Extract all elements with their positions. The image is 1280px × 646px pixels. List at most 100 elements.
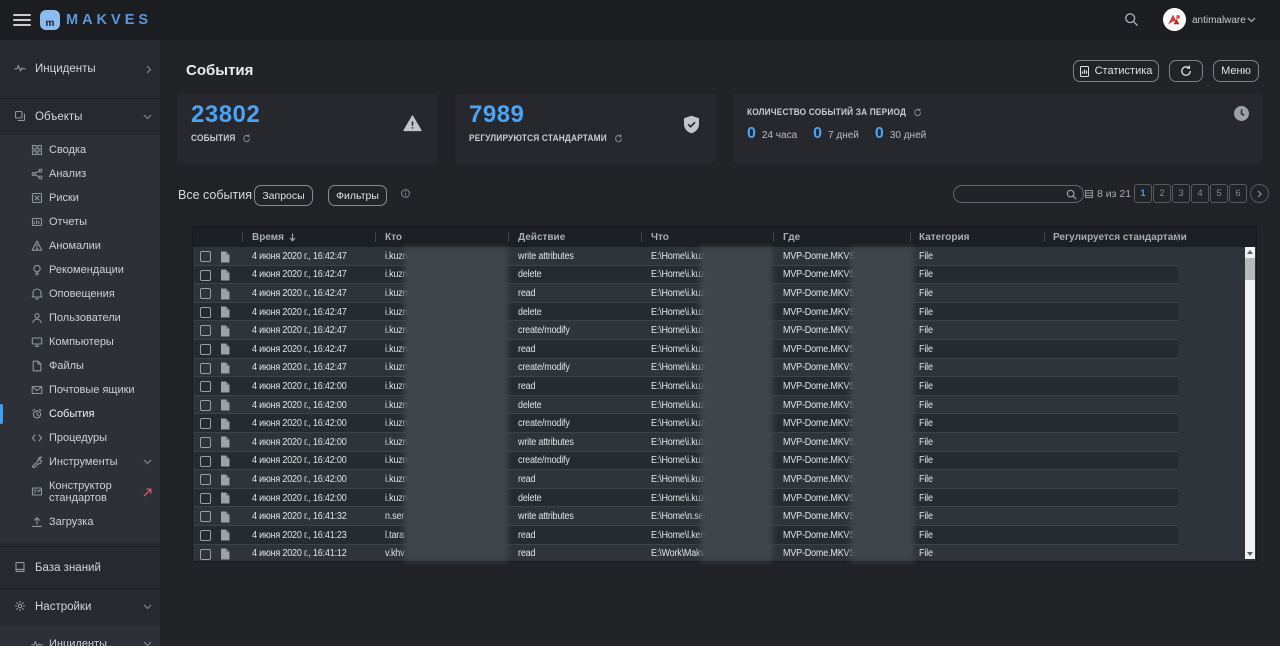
table-row[interactable]: 4 июня 2020 г., 16:42:47 i.kuzn create/m… bbox=[193, 321, 1256, 340]
sidebar-item-events[interactable]: События bbox=[0, 402, 160, 426]
row-checkbox[interactable] bbox=[200, 418, 211, 430]
clock-icon bbox=[1234, 106, 1249, 121]
scroll-down-icon[interactable] bbox=[1245, 549, 1255, 559]
info-icon[interactable] bbox=[401, 189, 410, 198]
sidebar-item-users[interactable]: Пользователи bbox=[0, 306, 160, 330]
column-header-where[interactable]: Где bbox=[783, 231, 801, 243]
row-checkbox[interactable] bbox=[200, 362, 211, 374]
sidebar-item-summary[interactable]: Сводка bbox=[0, 138, 160, 162]
table-row[interactable]: 4 июня 2020 г., 16:42:00 i.kuzn read E:\… bbox=[193, 470, 1256, 489]
cell-category: File bbox=[919, 362, 933, 374]
table-row[interactable]: 4 июня 2020 г., 16:41:12 v.khv read E:\W… bbox=[193, 545, 1256, 563]
row-checkbox[interactable] bbox=[200, 381, 211, 393]
row-checkbox[interactable] bbox=[200, 288, 211, 300]
sidebar-item-constructor[interactable]: Конструктор стандартов bbox=[0, 474, 160, 510]
refresh-button[interactable] bbox=[1169, 60, 1203, 82]
cell-action: write attributes bbox=[518, 250, 574, 262]
sidebar-item-reports[interactable]: Отчеты bbox=[0, 210, 160, 234]
scroll-up-icon[interactable] bbox=[1245, 247, 1255, 257]
cell-where: MVP-Dome.MKVS bbox=[783, 325, 856, 337]
sidebar-item-tools[interactable]: Инструменты bbox=[0, 450, 160, 474]
page-button-4[interactable]: 4 bbox=[1191, 184, 1209, 203]
sidebar-item-analysis[interactable]: Анализ bbox=[0, 162, 160, 186]
cell-what: E:\Work\Makv bbox=[651, 548, 705, 560]
sidebar-item-alerts[interactable]: Оповещения bbox=[0, 282, 160, 306]
row-checkbox[interactable] bbox=[200, 455, 211, 467]
topbar: m MAKVES antimalware bbox=[0, 0, 1280, 40]
brand-name[interactable]: MAKVES bbox=[66, 12, 153, 28]
column-header-time[interactable]: Время bbox=[252, 227, 296, 247]
cell-time: 4 июня 2020 г., 16:41:12 bbox=[252, 548, 347, 560]
row-checkbox[interactable] bbox=[200, 399, 211, 411]
table-row[interactable]: 4 июня 2020 г., 16:42:00 i.kuzn write at… bbox=[193, 433, 1256, 452]
sidebar-item-recommendations[interactable]: Рекомендации bbox=[0, 258, 160, 282]
page-button-3[interactable]: 3 bbox=[1172, 184, 1190, 203]
cell-category: File bbox=[919, 343, 933, 355]
table-search-input[interactable] bbox=[962, 187, 1062, 201]
sidebar-item-risks[interactable]: Риски bbox=[0, 186, 160, 210]
sidebar-item-computers[interactable]: Компьютеры bbox=[0, 330, 160, 354]
sidebar-item-knowledge-base[interactable]: База знаний bbox=[0, 546, 160, 588]
sidebar-item-settings[interactable]: Настройки bbox=[0, 588, 160, 625]
next-page-button[interactable] bbox=[1250, 184, 1269, 203]
sidebar-item-anomalies[interactable]: Аномалии bbox=[0, 234, 160, 258]
table-row[interactable]: 4 июня 2020 г., 16:42:47 i.kuzn read E:\… bbox=[193, 284, 1256, 303]
row-checkbox[interactable] bbox=[200, 548, 211, 560]
cell-who: i.kuzn bbox=[385, 380, 408, 392]
reports-icon bbox=[31, 216, 43, 228]
table-row[interactable]: 4 июня 2020 г., 16:42:00 i.kuzn delete E… bbox=[193, 396, 1256, 415]
chevron-down-icon bbox=[143, 459, 152, 465]
column-header-regulated[interactable]: Регулируется стандартами bbox=[1053, 231, 1187, 243]
row-checkbox[interactable] bbox=[200, 269, 211, 281]
brand-logo-icon[interactable]: m bbox=[40, 10, 60, 30]
cell-where: MVP-Dome.MKVS bbox=[783, 399, 856, 411]
column-header-category[interactable]: Категория bbox=[919, 231, 970, 243]
queries-button[interactable]: Запросы bbox=[254, 185, 313, 206]
table-row[interactable]: 4 июня 2020 г., 16:42:47 i.kuzn create/m… bbox=[193, 359, 1256, 378]
column-header-who[interactable]: Кто bbox=[385, 231, 402, 243]
regulated-label: РЕГУЛИРУЮТСЯ СТАНДАРТАМИ bbox=[469, 133, 607, 143]
cell-what: E:\Home\i.kuzn bbox=[651, 380, 710, 392]
cell-what: E:\Home\i.kuzn bbox=[651, 325, 710, 337]
cell-what: E:\Home\i.kuzn bbox=[651, 343, 710, 355]
row-checkbox[interactable] bbox=[200, 343, 211, 355]
user-chevron-down-icon[interactable] bbox=[1247, 17, 1256, 23]
row-checkbox[interactable] bbox=[200, 436, 211, 448]
cell-category: File bbox=[919, 455, 933, 467]
page-button-2[interactable]: 2 bbox=[1153, 184, 1171, 203]
row-checkbox[interactable] bbox=[200, 251, 211, 262]
user-name[interactable]: antimalware bbox=[1192, 14, 1246, 26]
row-checkbox[interactable] bbox=[200, 325, 211, 337]
avatar[interactable] bbox=[1163, 8, 1186, 31]
hamburger-menu-icon[interactable] bbox=[13, 14, 31, 26]
table-scrollbar[interactable] bbox=[1245, 247, 1255, 559]
scrollbar-thumb[interactable] bbox=[1245, 258, 1255, 280]
page-button-1[interactable]: 1 bbox=[1134, 184, 1152, 203]
search-icon[interactable] bbox=[1066, 189, 1077, 200]
filters-button[interactable]: Фильтры bbox=[328, 185, 387, 206]
page-button-5[interactable]: 5 bbox=[1210, 184, 1228, 203]
row-checkbox[interactable] bbox=[200, 529, 211, 541]
file-icon bbox=[220, 474, 230, 486]
column-header-what[interactable]: Что bbox=[651, 231, 669, 243]
sidebar-item-settings-incidents[interactable]: Инциденты bbox=[0, 627, 160, 646]
table-row[interactable]: 4 июня 2020 г., 16:41:32 n.ser write att… bbox=[193, 507, 1256, 526]
row-checkbox[interactable] bbox=[200, 306, 211, 318]
row-checkbox[interactable] bbox=[200, 511, 211, 523]
table-row[interactable]: 4 июня 2020 г., 16:42:47 i.kuzn write at… bbox=[193, 247, 1256, 266]
menu-button[interactable]: Меню bbox=[1213, 60, 1259, 82]
sidebar-item-incidents[interactable]: Инциденты bbox=[0, 40, 160, 98]
events-total-label: СОБЫТИЯ bbox=[191, 133, 236, 143]
page-button-6[interactable]: 6 bbox=[1229, 184, 1247, 203]
statistics-button[interactable]: Статистика bbox=[1073, 60, 1159, 82]
cell-who: i.kuzn bbox=[385, 325, 408, 337]
sidebar-item-upload[interactable]: Загрузка bbox=[0, 510, 160, 534]
sidebar-item-procedures[interactable]: Процедуры bbox=[0, 426, 160, 450]
sidebar-item-files[interactable]: Файлы bbox=[0, 354, 160, 378]
row-checkbox[interactable] bbox=[200, 492, 211, 504]
search-icon[interactable] bbox=[1124, 12, 1140, 28]
row-checkbox[interactable] bbox=[200, 474, 211, 486]
column-header-action[interactable]: Действие bbox=[518, 231, 566, 243]
sidebar-item-mailboxes[interactable]: Почтовые ящики bbox=[0, 378, 160, 402]
sidebar-item-objects[interactable]: Объекты bbox=[0, 98, 160, 135]
